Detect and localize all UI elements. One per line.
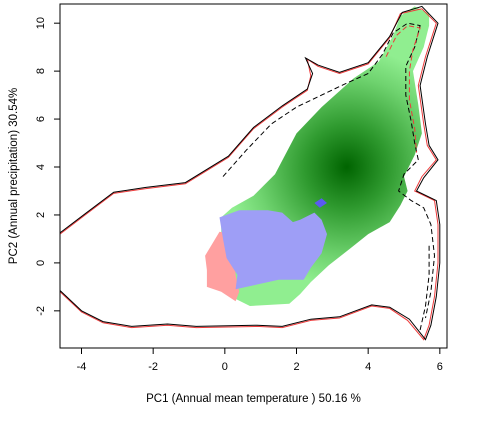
x-tick-label: -4 [77, 361, 87, 373]
y-axis: -2 0 2 4 6 8 10 [35, 17, 60, 316]
series-7-contour-dashed [385, 25, 421, 153]
x-tick-label: 4 [365, 361, 371, 373]
series-8-contour-dashed [419, 243, 430, 331]
series-5-contour [60, 5, 441, 341]
series-layer [60, 5, 441, 341]
x-tick-label: 2 [293, 361, 299, 373]
y-tick-label: 2 [35, 212, 47, 218]
x-tick-label: 6 [437, 361, 443, 373]
y-tick-label: 8 [35, 68, 47, 74]
y-axis-title: PC2 (Annual precipitation) 30.54% [8, 88, 20, 264]
y-tick-label: 0 [35, 260, 47, 266]
series-3-region [314, 198, 327, 208]
x-axis-title: PC1 (Annual mean temperature ) 50.16 % [146, 393, 361, 405]
x-axis: -4 -2 0 2 4 6 [77, 348, 443, 373]
series-2-region [219, 210, 327, 290]
y-tick-label: 4 [35, 164, 47, 170]
x-tick-label: 0 [222, 361, 228, 373]
plot-border [59, 3, 448, 349]
y-tick-label: 10 [35, 17, 47, 29]
series-4-contour [60, 8, 439, 341]
series-6-contour-dashed [222, 22, 436, 319]
x-tick-label: -2 [148, 361, 158, 373]
y-tick-label: 6 [35, 116, 47, 122]
y-tick-label: -2 [35, 306, 47, 316]
